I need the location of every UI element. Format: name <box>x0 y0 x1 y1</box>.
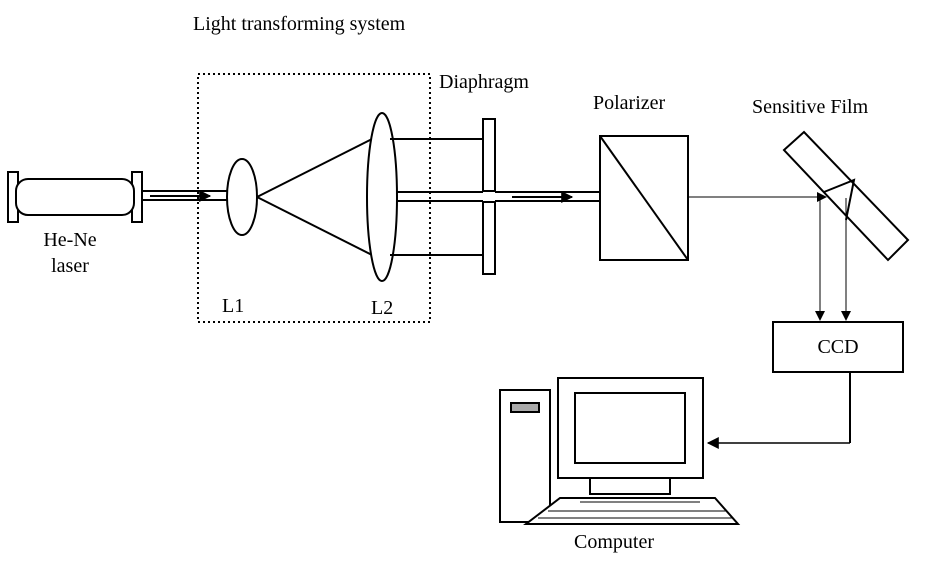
light-transforming-system-box <box>197 73 431 323</box>
computer-label: Computer <box>574 531 654 553</box>
computer-icon <box>499 377 741 525</box>
ccd-to-computer-line <box>706 372 851 449</box>
diverging-cone <box>256 137 375 257</box>
he-ne-laser <box>7 171 143 223</box>
ccd-label: CCD <box>817 336 859 358</box>
polarizer <box>599 135 689 261</box>
film-to-ccd-beams <box>815 198 851 321</box>
ccd-box <box>772 321 904 373</box>
system-title: Light transforming system <box>193 13 406 35</box>
diaphragm <box>482 118 496 275</box>
laser-label-line2: laser <box>51 255 89 277</box>
laser-label-line1: He-Ne <box>43 229 97 251</box>
lens-l1 <box>226 158 258 236</box>
sensitive-film <box>782 130 910 262</box>
collimated-beam <box>390 138 483 256</box>
sensitive-film-label: Sensitive Film <box>752 96 869 118</box>
lens-l2 <box>366 112 398 282</box>
diaphragm-label: Diaphragm <box>439 71 529 93</box>
input-beam <box>142 190 228 202</box>
lens-l2-label: L2 <box>371 297 394 319</box>
lens-l1-label: L1 <box>222 295 245 317</box>
filtered-beam <box>495 191 600 203</box>
polarizer-label: Polarizer <box>593 92 666 114</box>
